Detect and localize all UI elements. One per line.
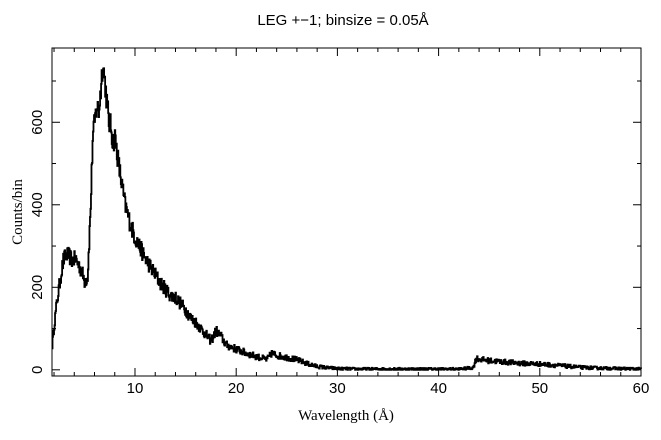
x-axis-label: Wavelength (Å) (298, 408, 394, 424)
x-tick-label: 50 (531, 380, 548, 397)
chart-title: LEG +−1; binsize = 0.05Å (257, 12, 428, 29)
series-line (51, 67, 642, 371)
x-tick-label: 20 (228, 380, 245, 397)
y-axis-label: Counts/bin (10, 179, 26, 245)
y-tick-label: 400 (29, 192, 46, 217)
major-ticks (52, 48, 642, 376)
x-tick-label: 30 (329, 380, 346, 397)
plot-frame (51, 47, 642, 377)
y-tick-label: 200 (29, 275, 46, 300)
x-tick-label: 10 (127, 380, 144, 397)
y-tick-label: 0 (29, 366, 46, 374)
y-tick-label: 600 (29, 110, 46, 135)
minor-ticks (52, 48, 641, 376)
series-layer (51, 67, 642, 371)
x-tick-label: 60 (633, 380, 650, 397)
x-tick-label: 40 (430, 380, 447, 397)
